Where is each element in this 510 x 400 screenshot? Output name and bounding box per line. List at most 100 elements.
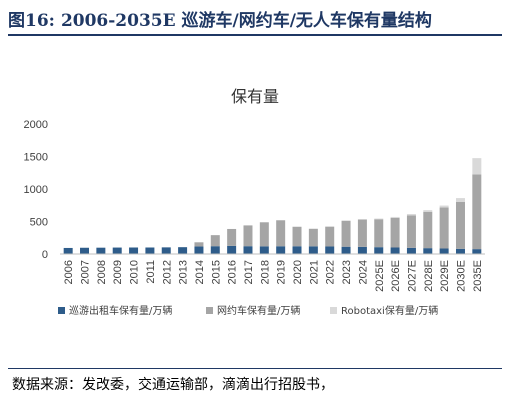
x-tick-label: 2006 <box>63 260 75 284</box>
taxi-bar <box>145 247 155 254</box>
x-tick-label: 2029E <box>439 260 451 292</box>
taxi-bar <box>194 246 204 254</box>
x-tick-label: 2020 <box>292 260 304 284</box>
taxi-bar <box>63 247 73 254</box>
taxi-bar <box>439 248 449 254</box>
x-tick-label: 2016 <box>227 260 239 284</box>
y-tick-label: 1500 <box>24 152 48 164</box>
ride-hailing-bar <box>227 228 237 246</box>
taxi-bar <box>374 247 384 254</box>
taxi-bar <box>357 246 367 254</box>
ride-hailing-bar <box>259 222 269 247</box>
x-tick-label: 2011 <box>145 260 157 284</box>
taxi-bar <box>472 249 482 255</box>
x-axis-labels: 2006 2007 2008 2009 2010 2011 2012 2013 2014 2015… <box>63 260 484 292</box>
taxi-bar <box>161 247 171 254</box>
legend: 巡游出租车保有量/万辆 网约车保有量/万辆 Robotaxi保有量/万辆 <box>58 304 438 317</box>
source-note: 数据来源：发改委，交通运输部，滴滴出行招股书， <box>12 377 334 393</box>
x-tick-label: 2015 <box>210 260 222 284</box>
legend-label: 网约车保有量/万辆 <box>217 304 300 317</box>
legend-swatch <box>58 307 65 314</box>
x-tick-label: 2026E <box>390 260 402 292</box>
x-tick-label: 2023 <box>341 260 353 284</box>
x-tick-label: 2027E <box>406 260 418 292</box>
taxi-bar <box>308 246 318 254</box>
y-tick-label: 0 <box>42 249 48 261</box>
ride-hailing-bar <box>357 219 367 247</box>
x-tick-label: 2009 <box>112 260 124 284</box>
x-tick-label: 2024 <box>357 260 369 284</box>
legend-label: 巡游出租车保有量/万辆 <box>69 304 172 317</box>
ride-hailing-bar <box>243 225 253 247</box>
taxi-bar <box>406 247 416 254</box>
x-tick-label: 2013 <box>178 260 190 284</box>
robotaxi-bar <box>472 158 482 175</box>
ride-hailing-bar <box>423 211 433 249</box>
x-tick-label: 2028E <box>423 260 435 292</box>
x-tick-label: 2012 <box>161 260 173 284</box>
robotaxi-bar <box>374 218 384 220</box>
ride-hailing-bar <box>455 202 465 249</box>
y-axis: 0 500 1000 1500 2000 <box>24 119 48 261</box>
taxi-bar <box>210 246 220 254</box>
figure-title: 图16: 2006-2035E 巡游车/网约车/无人车保有量结构 <box>8 6 432 31</box>
ride-hailing-bar <box>194 242 204 247</box>
robotaxi-bar <box>455 198 465 202</box>
taxi-bar <box>390 247 400 254</box>
legend-swatch <box>206 307 213 314</box>
y-tick-label: 500 <box>30 217 48 229</box>
taxi-bar <box>276 246 286 254</box>
bar-series <box>63 158 482 255</box>
header-divider <box>8 34 502 36</box>
stacked-bar-chart: 保有量 0 500 1000 1500 2000 2006 2007 2008 2009 201… <box>24 87 485 317</box>
x-tick-label: 2022 <box>325 260 337 284</box>
x-tick-label: 2007 <box>80 260 92 284</box>
chart-title: 保有量 <box>231 87 279 106</box>
ride-hailing-bar <box>276 220 286 247</box>
robotaxi-bar <box>423 210 433 212</box>
ride-hailing-bar <box>439 207 449 249</box>
ride-hailing-bar <box>210 235 220 247</box>
figure-header: 图16: 2006-2035E 巡游车/网约车/无人车保有量结构 <box>8 2 502 34</box>
ride-hailing-bar <box>374 219 384 248</box>
taxi-bar <box>96 247 106 254</box>
y-tick-label: 1000 <box>24 184 48 196</box>
taxi-bar <box>80 247 90 254</box>
x-tick-label: 2021 <box>308 260 320 284</box>
x-tick-label: 2030E <box>455 260 467 292</box>
ride-hailing-bar <box>325 226 335 247</box>
ride-hailing-bar <box>308 228 318 247</box>
x-tick-label: 2035E <box>472 260 484 292</box>
x-tick-label: 2019 <box>276 260 288 284</box>
figure-number: 图16: <box>8 11 55 31</box>
x-tick-label: 2010 <box>129 260 141 284</box>
taxi-bar <box>227 245 237 255</box>
taxi-bar <box>112 247 122 254</box>
legend-swatch <box>330 307 337 314</box>
legend-label: Robotaxi保有量/万辆 <box>341 304 438 317</box>
x-tick-label: 2018 <box>259 260 271 284</box>
robotaxi-bar <box>406 214 416 216</box>
footer-divider <box>8 368 502 369</box>
ride-hailing-bar <box>292 226 302 247</box>
taxi-bar <box>178 247 188 254</box>
figure-caption: 2006-2035E 巡游车/网约车/无人车保有量结构 <box>60 11 432 31</box>
robotaxi-bar <box>390 216 400 218</box>
taxi-bar <box>423 248 433 254</box>
ride-hailing-bar <box>406 215 416 248</box>
x-tick-label: 2025E <box>374 260 386 292</box>
x-tick-label: 2017 <box>243 260 255 284</box>
ride-hailing-bar <box>390 217 400 248</box>
ride-hailing-bar <box>472 174 482 250</box>
taxi-bar <box>243 246 253 254</box>
x-tick-label: 2008 <box>96 260 108 284</box>
x-tick-label: 2014 <box>194 260 206 284</box>
ride-hailing-bar <box>341 220 351 247</box>
taxi-bar <box>259 246 269 254</box>
robotaxi-bar <box>439 205 449 208</box>
taxi-bar <box>341 246 351 254</box>
taxi-bar <box>455 248 465 254</box>
taxi-bar <box>325 246 335 254</box>
y-tick-label: 2000 <box>24 119 48 131</box>
taxi-bar <box>129 247 139 254</box>
